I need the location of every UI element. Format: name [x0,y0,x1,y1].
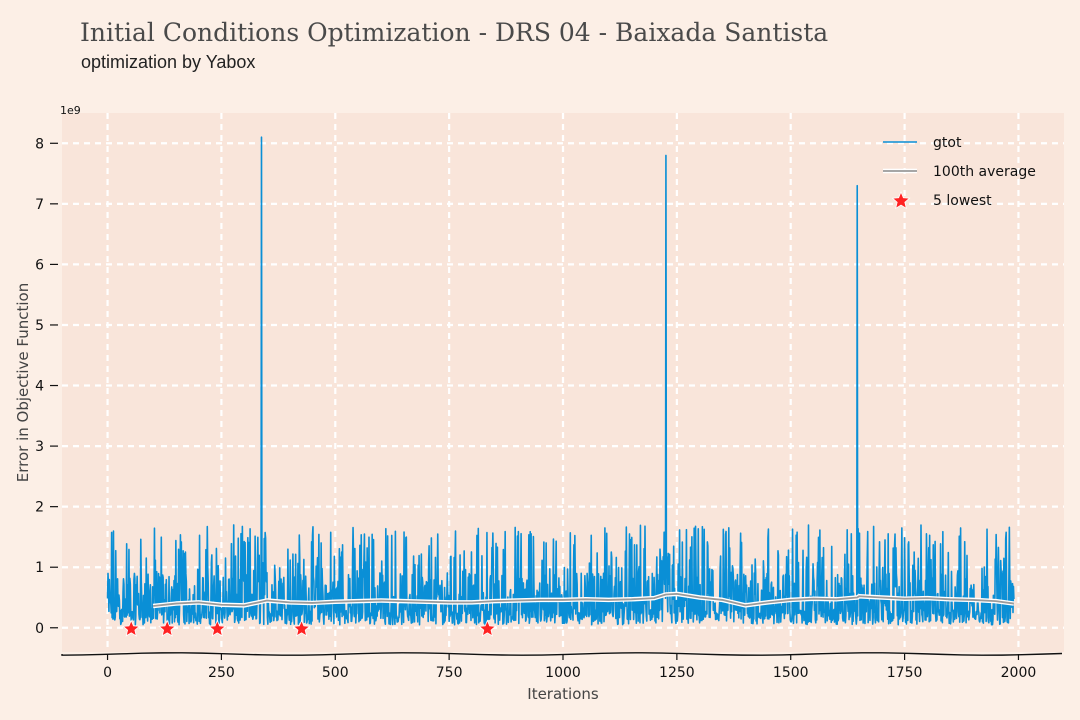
average-series-line [152,592,1015,607]
y-tick-label: 4 [35,379,44,395]
lowest-point-marker [122,619,141,637]
y-tick-label: 8 [35,136,44,152]
chart-subtitle: optimization by Yabox [81,52,255,72]
legend-gtot-label: gtot [933,135,962,151]
legend-lowest-label: 5 lowest [933,193,992,209]
legend-lowest-swatch [891,190,911,210]
legend: gtot 100th average 5 lowest [883,135,1036,210]
x-tick-label: 1750 [887,665,923,681]
x-tick-label: 1500 [773,665,809,681]
x-tick-label: 1250 [659,665,695,681]
gtot-series-line [106,136,1015,626]
lowest-point-marker [158,619,177,637]
x-tick-label: 2000 [1001,665,1037,681]
lowest-point-marker [478,619,497,637]
legend-average-label: 100th average [933,164,1036,180]
y-scale-label: 1e9 [60,104,81,117]
y-tick-label: 6 [35,257,44,273]
x-tick-label: 1000 [545,665,581,681]
y-tick-label: 5 [35,318,44,334]
gridlines [62,113,1064,652]
x-axis-line [61,652,1063,656]
y-tick-label: 3 [35,439,44,455]
x-tick-label: 500 [322,665,349,681]
y-axis-label: Error in Objective Function [14,283,32,482]
y-tick-label: 2 [35,500,44,516]
lowest-point-marker [292,619,311,637]
y-tick-label: 7 [35,197,44,213]
lowest-point-marker [208,619,227,637]
x-tick-label: 250 [208,665,235,681]
y-tick-label: 1 [35,560,44,576]
x-tick-label: 0 [103,665,112,681]
x-axis-label: Iterations [527,685,599,703]
y-tick-label: 0 [35,621,44,637]
chart-title: Initial Conditions Optimization - DRS 04… [80,18,828,47]
x-tick-label: 750 [436,665,463,681]
